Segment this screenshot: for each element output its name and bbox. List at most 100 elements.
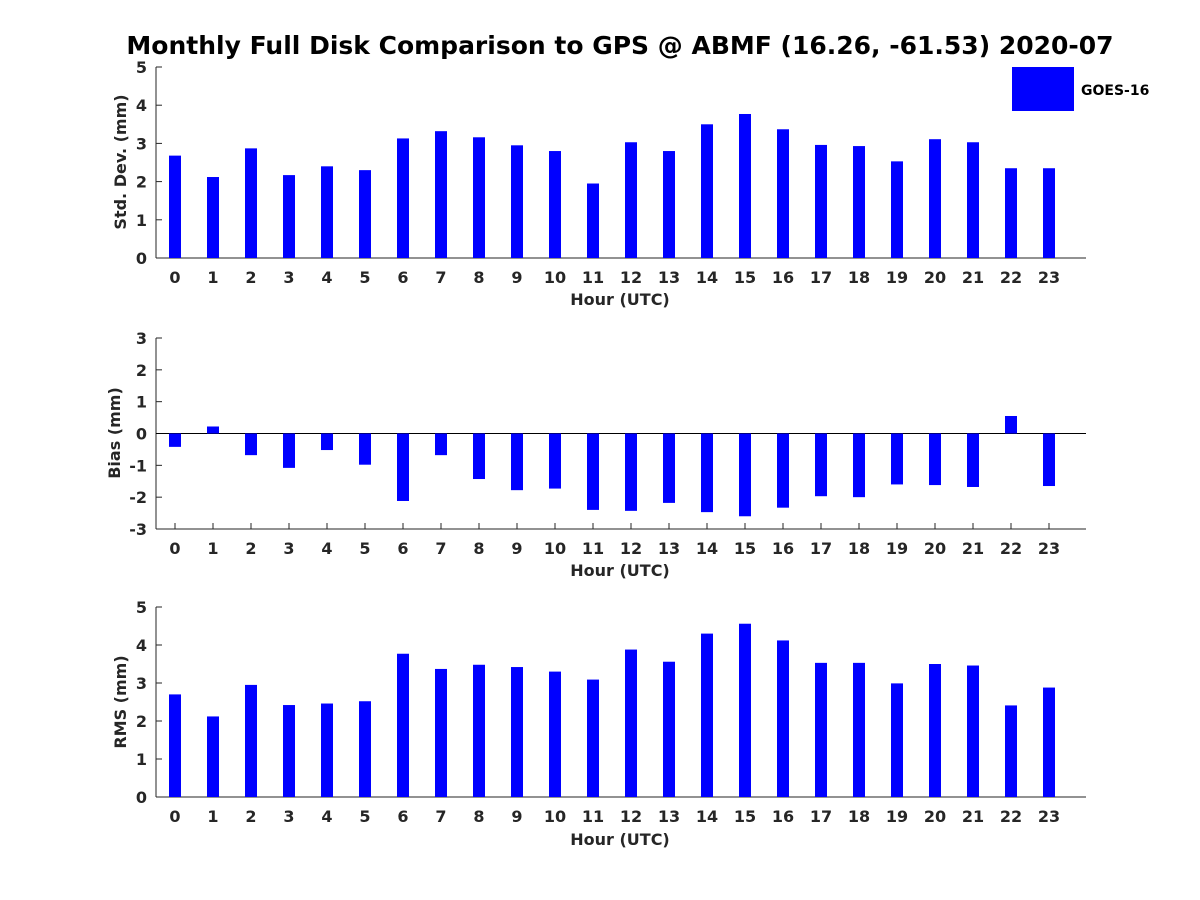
- x-tick-label: 3: [283, 807, 294, 826]
- legend: GOES-16: [1012, 67, 1149, 111]
- x-tick-label: 20: [924, 268, 946, 287]
- y-tick-label: 3: [136, 674, 147, 693]
- bar: [929, 139, 941, 258]
- bar: [283, 705, 295, 797]
- y-tick-label: -3: [129, 520, 147, 539]
- x-tick-label: 3: [283, 539, 294, 558]
- x-axis-label: Hour (UTC): [570, 830, 670, 849]
- bar: [891, 161, 903, 258]
- bar: [891, 683, 903, 797]
- y-tick-label: 1: [136, 750, 147, 769]
- x-axis-label: Hour (UTC): [570, 561, 670, 580]
- x-tick-label: 5: [359, 268, 370, 287]
- bar: [321, 433, 333, 451]
- x-tick-label: 16: [772, 807, 794, 826]
- bar: [511, 145, 523, 258]
- bar: [663, 151, 675, 258]
- x-tick-label: 2: [245, 807, 256, 826]
- bar: [663, 661, 675, 797]
- x-tick-label: 12: [620, 807, 642, 826]
- x-tick-label: 15: [734, 539, 756, 558]
- y-tick-label: 0: [136, 249, 147, 268]
- x-tick-label: 5: [359, 539, 370, 558]
- x-tick-label: 18: [848, 807, 870, 826]
- bar: [397, 138, 409, 258]
- x-tick-label: 19: [886, 268, 908, 287]
- bar: [967, 142, 979, 258]
- bar: [549, 671, 561, 797]
- x-tick-label: 16: [772, 539, 794, 558]
- x-tick-label: 1: [207, 539, 218, 558]
- bar: [169, 433, 181, 447]
- bar: [587, 679, 599, 797]
- x-tick-label: 22: [1000, 807, 1022, 826]
- bar: [359, 170, 371, 258]
- x-tick-label: 11: [582, 539, 604, 558]
- bar: [739, 113, 751, 259]
- bar: [245, 684, 257, 797]
- bar: [1043, 433, 1055, 487]
- bar: [777, 433, 789, 508]
- y-tick-label: 2: [136, 173, 147, 192]
- x-tick-label: 8: [473, 539, 484, 558]
- bar: [321, 703, 333, 797]
- x-tick-label: 14: [696, 268, 718, 287]
- bar: [739, 433, 751, 517]
- bar: [207, 716, 219, 797]
- bar: [549, 433, 561, 489]
- bar: [511, 433, 523, 491]
- y-tick-label: -2: [129, 488, 147, 507]
- bar: [701, 633, 713, 797]
- bar: [169, 155, 181, 258]
- bar: [169, 694, 181, 797]
- bar: [701, 124, 713, 258]
- x-tick-label: 11: [582, 807, 604, 826]
- x-tick-label: 2: [245, 268, 256, 287]
- x-tick-label: 20: [924, 539, 946, 558]
- x-tick-label: 6: [397, 807, 408, 826]
- bar: [321, 166, 333, 258]
- bar: [967, 433, 979, 487]
- y-axis-label: Std. Dev. (mm): [111, 94, 130, 229]
- x-tick-label: 18: [848, 539, 870, 558]
- x-tick-label: 9: [511, 807, 522, 826]
- x-tick-label: 23: [1038, 268, 1060, 287]
- y-tick-label: -1: [129, 456, 147, 475]
- bar: [1005, 415, 1017, 434]
- bar: [929, 664, 941, 797]
- x-tick-label: 23: [1038, 807, 1060, 826]
- y-axis-label: RMS (mm): [111, 655, 130, 748]
- bar: [245, 148, 257, 258]
- x-tick-label: 17: [810, 539, 832, 558]
- chart-title: Monthly Full Disk Comparison to GPS @ AB…: [126, 31, 1113, 60]
- x-tick-label: 23: [1038, 539, 1060, 558]
- y-axis-label: Bias (mm): [105, 387, 124, 479]
- x-tick-label: 12: [620, 539, 642, 558]
- x-tick-label: 13: [658, 539, 680, 558]
- x-tick-label: 7: [435, 807, 446, 826]
- bar: [435, 433, 447, 456]
- x-tick-label: 4: [321, 268, 332, 287]
- y-tick-label: 1: [136, 393, 147, 412]
- legend-swatch: [1012, 67, 1074, 111]
- bar: [853, 146, 865, 258]
- x-tick-label: 18: [848, 268, 870, 287]
- legend-label: GOES-16: [1081, 83, 1149, 99]
- x-tick-label: 1: [207, 807, 218, 826]
- bar: [435, 131, 447, 258]
- x-tick-label: 9: [511, 268, 522, 287]
- bar: [1005, 705, 1017, 797]
- x-tick-label: 21: [962, 268, 984, 287]
- x-tick-label: 13: [658, 807, 680, 826]
- bar: [283, 433, 295, 468]
- bar: [473, 664, 485, 797]
- bar: [625, 649, 637, 797]
- x-tick-label: 7: [435, 268, 446, 287]
- x-tick-label: 9: [511, 539, 522, 558]
- x-tick-label: 16: [772, 268, 794, 287]
- bar: [473, 137, 485, 258]
- x-tick-label: 22: [1000, 268, 1022, 287]
- bar: [701, 433, 713, 513]
- x-tick-label: 3: [283, 268, 294, 287]
